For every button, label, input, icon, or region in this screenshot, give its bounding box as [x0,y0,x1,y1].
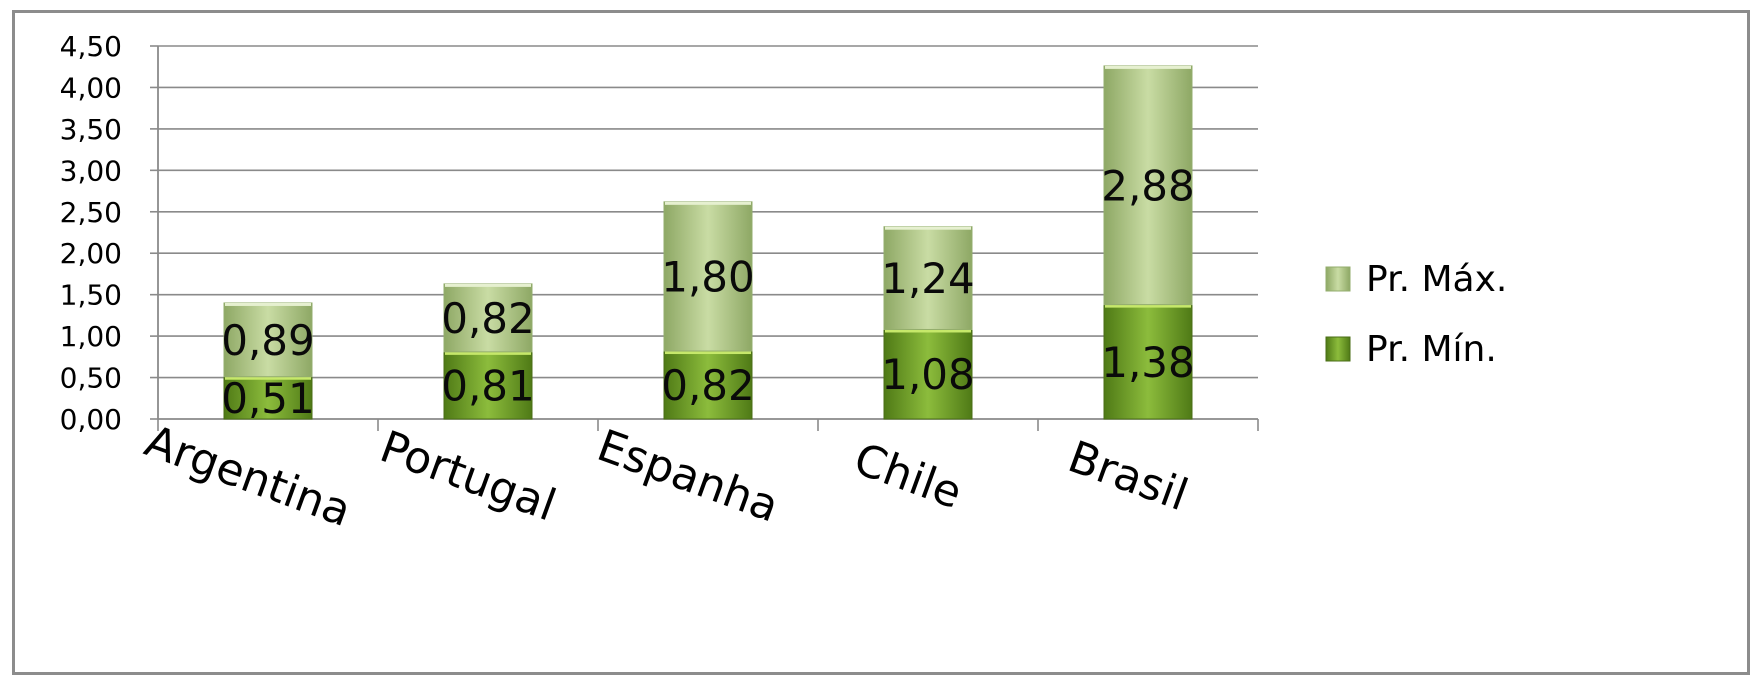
y-tick-label: 4,50 [60,30,122,63]
y-tick-label: 1,00 [60,320,122,353]
y-tick-label: 2,50 [60,196,122,229]
data-label: 0,82 [661,361,755,410]
bar-min-brasil [1103,304,1193,420]
data-label: 0,82 [441,294,535,343]
axes: 0,00 0,50 1,00 1,50 2,00 2,50 3,00 3,50 4,00 4,50… [60,30,1259,537]
data-labels: 0,51 0,89 0,81 0,82 0,82 1,80 1,08 1,24 1,38 2,88 [221,161,1195,423]
x-tick-label: Portugal [374,421,563,531]
y-tick-label: 0,00 [60,403,122,436]
legend-label: Pr. Máx. [1366,259,1507,300]
x-tick-label: Chile [847,434,968,520]
bar-max-espanha [663,201,753,352]
y-tick-label: 3,50 [60,113,122,146]
bars [223,65,1193,420]
y-tick-label: 4,00 [60,71,122,104]
y-tick-label: 0,50 [60,362,122,395]
legend: Pr. Máx. Pr. Mín. [1325,259,1507,370]
bar-highlight [885,226,971,230]
data-label: 1,08 [881,350,975,399]
bar-highlight [885,329,971,333]
data-label: 1,80 [661,252,755,301]
y-tick-label: 2,00 [60,237,122,270]
bar-max-chile [883,226,973,330]
bar-min-argentina [223,376,313,420]
data-label: 1,38 [1101,338,1195,387]
bar-max-portugal [443,283,533,353]
x-tick-label: Brasil [1062,431,1195,521]
data-label: 0,89 [221,316,315,365]
data-label: 0,81 [441,361,535,410]
bar-max-brasil [1103,65,1193,306]
legend-label: Pr. Mín. [1366,329,1497,370]
bar-highlight [225,302,311,306]
legend-swatch [1325,266,1351,292]
x-tick-label: Espanha [591,420,785,532]
legend-swatch [1325,336,1351,362]
data-label: 2,88 [1101,161,1195,210]
bar-highlight [445,283,531,287]
bar-highlight [665,201,751,205]
bar-min-chile [883,328,973,420]
bar-highlight [665,351,751,355]
y-tick-label: 3,00 [60,154,122,187]
bar-highlight [445,351,531,355]
bar-highlight [1105,304,1191,308]
data-label: 1,24 [881,254,975,303]
bar-highlight [1105,65,1191,69]
bar-min-espanha [663,350,753,420]
gridlines [158,45,1258,379]
y-tick-label: 1,50 [60,279,122,312]
bar-max-argentina [223,302,313,378]
data-label: 0,51 [221,374,315,423]
bar-highlight [225,376,311,380]
bar-min-portugal [443,351,533,420]
x-tick-label: Argentina [138,416,357,537]
